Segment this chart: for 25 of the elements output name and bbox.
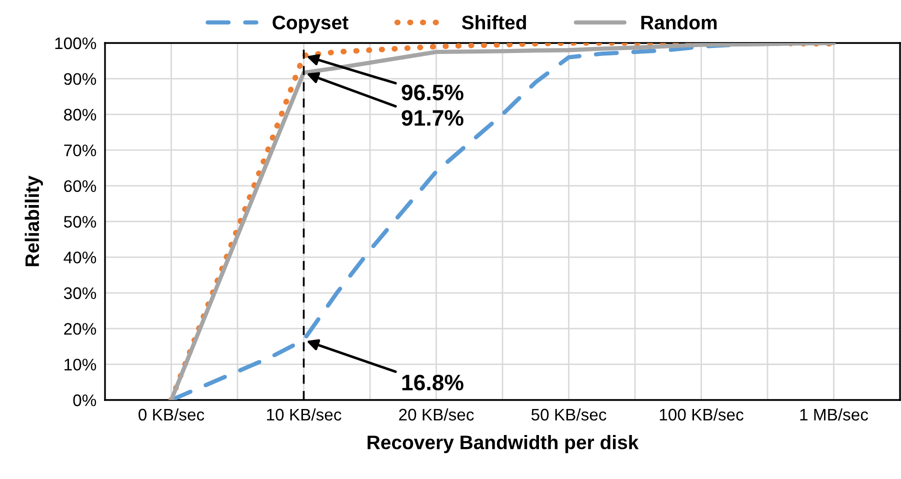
legend-label: Random (641, 15, 717, 30)
annotation: 96.5% (402, 84, 464, 100)
y-tick-label: 80% (64, 108, 96, 121)
y-tick-label: 100% (55, 37, 96, 50)
x-tick-label: 10 KB/sec (267, 408, 342, 421)
x-tick-label: 0 KB/sec (138, 408, 204, 421)
annotation: 16.8% (402, 374, 464, 390)
legend-label: Shifted (462, 15, 526, 30)
x-tick-label: 100 KB/sec (660, 408, 744, 421)
y-tick-label: 60% (64, 180, 96, 192)
y-tick-label: 50% (64, 216, 96, 228)
y-tick-label: 10% (64, 358, 96, 371)
annotation: 91.7% (402, 110, 464, 126)
x-tick-label: 1 MB/sec (800, 408, 868, 421)
x-axis-title: Recovery Bandwidth per disk (368, 434, 639, 454)
x-tick-label: 20 KB/sec (399, 408, 474, 421)
y-tick-label: 90% (64, 73, 96, 85)
y-tick-label: 70% (64, 144, 96, 156)
y-tick-label: 30% (64, 287, 96, 300)
x-tick-label: 50 KB/sec (531, 408, 606, 421)
y-tick-label: 0% (73, 394, 96, 406)
y-axis-title: Reliability (24, 176, 43, 266)
y-tick-label: 40% (64, 252, 96, 264)
legend-label: Copyset (272, 16, 348, 34)
y-tick-label: 20% (64, 323, 96, 335)
